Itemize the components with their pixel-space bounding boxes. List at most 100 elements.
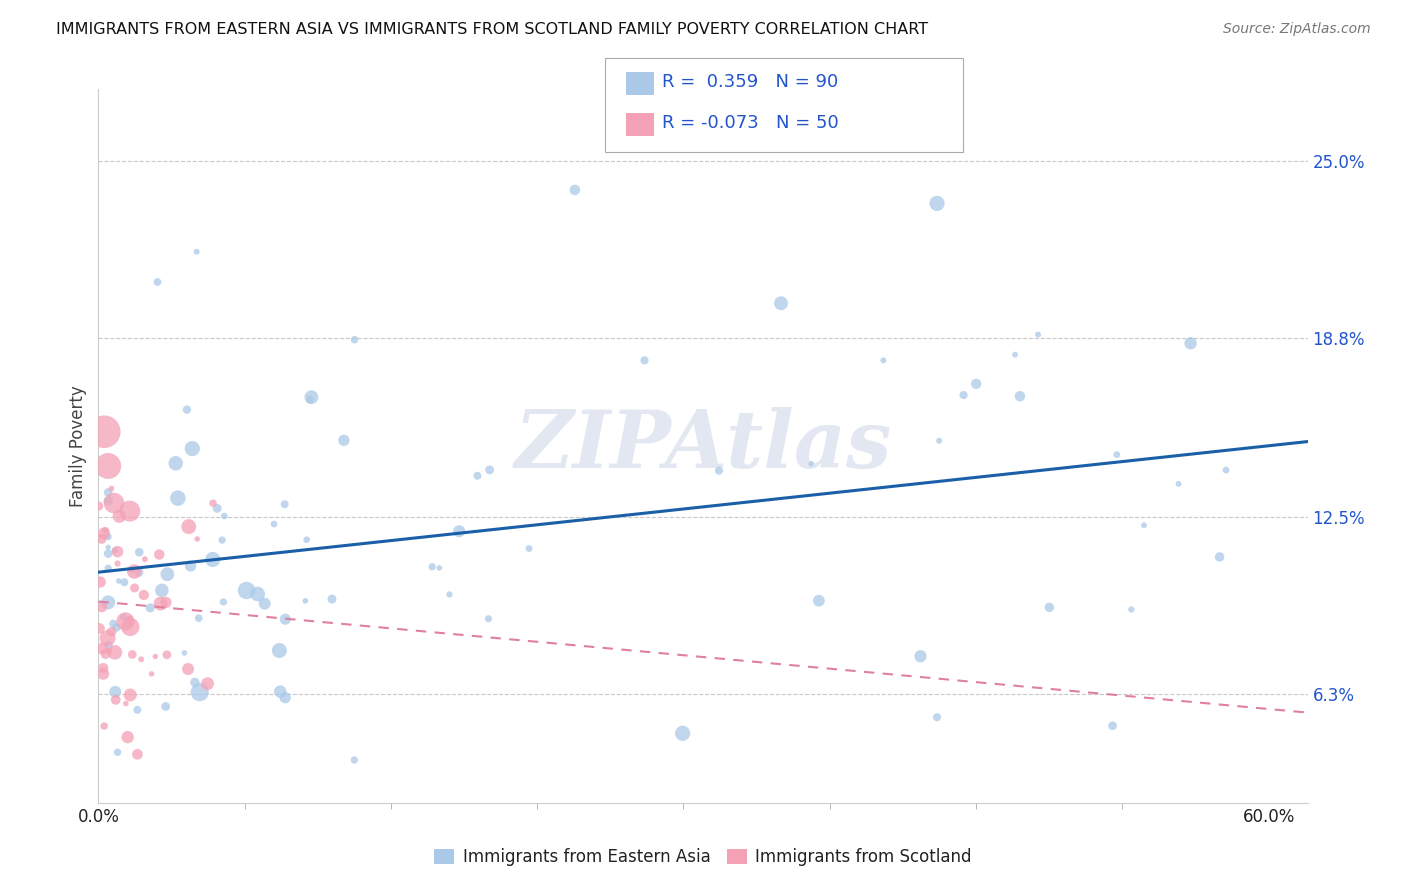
- Point: [925, 196, 948, 211]
- Point: [965, 376, 987, 391]
- Point: [707, 464, 730, 478]
- Point: [127, 703, 149, 717]
- Point: [100, 624, 122, 639]
- Point: [197, 676, 219, 690]
- Point: [105, 620, 128, 634]
- Point: [121, 648, 143, 662]
- Text: Source: ZipAtlas.com: Source: ZipAtlas.com: [1223, 22, 1371, 37]
- Point: [186, 244, 208, 259]
- Point: [273, 497, 295, 511]
- Point: [97, 530, 120, 544]
- Point: [269, 684, 291, 698]
- Point: [104, 645, 127, 659]
- Point: [97, 595, 120, 609]
- Point: [112, 575, 135, 590]
- Point: [107, 544, 129, 558]
- Point: [96, 631, 118, 645]
- Point: [253, 597, 276, 611]
- Point: [1101, 719, 1123, 733]
- Point: [155, 595, 177, 609]
- Point: [155, 699, 177, 714]
- Point: [1026, 327, 1049, 342]
- Point: [91, 600, 114, 615]
- Point: [299, 390, 322, 404]
- Text: IMMIGRANTS FROM EASTERN ASIA VS IMMIGRANTS FROM SCOTLAND FAMILY POVERTY CORRELAT: IMMIGRANTS FROM EASTERN ASIA VS IMMIGRAN…: [56, 22, 928, 37]
- Point: [122, 565, 145, 579]
- Point: [188, 685, 211, 699]
- Point: [180, 559, 202, 574]
- Y-axis label: Family Poverty: Family Poverty: [69, 385, 87, 507]
- Point: [97, 458, 120, 473]
- Point: [146, 275, 169, 289]
- Point: [101, 616, 124, 631]
- Point: [167, 491, 190, 505]
- Point: [89, 621, 111, 635]
- Point: [872, 353, 894, 368]
- Point: [128, 566, 150, 580]
- Point: [93, 425, 115, 439]
- Point: [439, 587, 461, 601]
- Point: [93, 526, 115, 541]
- Point: [118, 504, 141, 518]
- Point: [211, 533, 233, 548]
- Legend: Immigrants from Eastern Asia, Immigrants from Scotland: Immigrants from Eastern Asia, Immigrants…: [434, 847, 972, 866]
- Point: [564, 183, 586, 197]
- Point: [517, 541, 540, 556]
- Point: [295, 533, 318, 547]
- Point: [93, 719, 115, 733]
- Point: [156, 567, 179, 582]
- Point: [925, 710, 948, 724]
- Point: [186, 532, 208, 546]
- Point: [181, 442, 204, 456]
- Point: [97, 494, 120, 508]
- Point: [143, 649, 166, 664]
- Point: [294, 594, 316, 608]
- Point: [97, 561, 120, 575]
- Point: [104, 685, 127, 699]
- Point: [807, 593, 830, 607]
- Point: [478, 463, 501, 477]
- Point: [114, 615, 136, 629]
- Point: [1215, 463, 1237, 477]
- Point: [769, 296, 792, 310]
- Point: [150, 583, 173, 598]
- Point: [269, 643, 291, 657]
- Point: [235, 583, 257, 598]
- Point: [672, 726, 695, 740]
- Point: [1180, 336, 1202, 351]
- Point: [134, 552, 156, 566]
- Point: [104, 543, 127, 558]
- Point: [187, 611, 209, 625]
- Point: [321, 592, 343, 607]
- Point: [1133, 518, 1156, 533]
- Point: [1004, 348, 1026, 362]
- Point: [184, 675, 207, 690]
- Point: [94, 647, 117, 661]
- Point: [177, 519, 200, 533]
- Point: [173, 646, 195, 660]
- Point: [274, 690, 297, 705]
- Point: [633, 353, 655, 368]
- Point: [120, 688, 142, 702]
- Point: [141, 666, 163, 681]
- Point: [202, 496, 225, 510]
- Point: [214, 509, 236, 524]
- Point: [104, 693, 127, 707]
- Point: [108, 509, 131, 524]
- Point: [87, 499, 110, 513]
- Point: [910, 649, 932, 664]
- Point: [127, 747, 149, 762]
- Point: [132, 588, 155, 602]
- Point: [201, 552, 224, 566]
- Point: [467, 468, 489, 483]
- Point: [1008, 389, 1031, 403]
- Point: [1208, 549, 1230, 564]
- Point: [97, 540, 120, 554]
- Point: [800, 457, 823, 471]
- Point: [139, 601, 162, 615]
- Point: [1105, 448, 1128, 462]
- Point: [107, 557, 129, 571]
- Point: [90, 532, 112, 546]
- Text: R =  0.359   N = 90: R = 0.359 N = 90: [662, 73, 838, 91]
- Point: [91, 641, 114, 656]
